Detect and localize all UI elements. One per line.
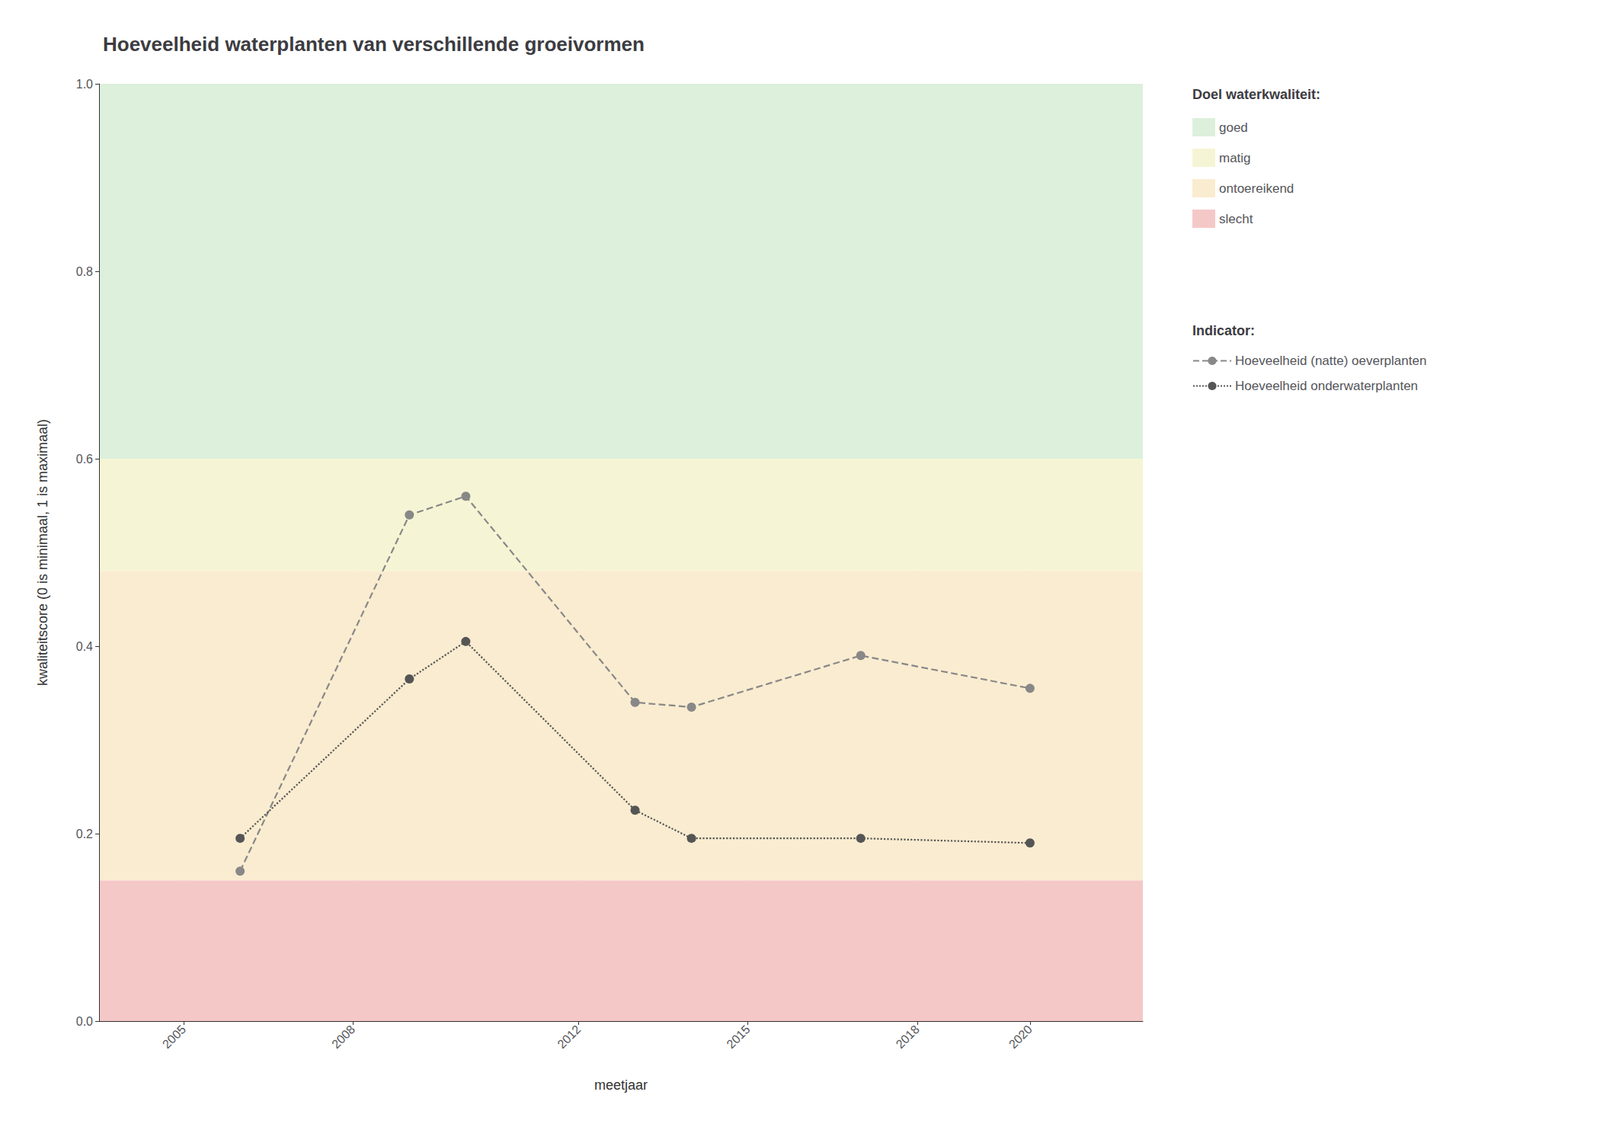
svg-text:meetjaar: meetjaar <box>594 1077 648 1093</box>
svg-text:2012: 2012 <box>554 1022 583 1051</box>
svg-text:2015: 2015 <box>723 1022 752 1051</box>
svg-text:2018: 2018 <box>893 1022 922 1051</box>
svg-text:matig: matig <box>1219 150 1252 166</box>
svg-text:Hoeveelheid (natte) oeverplant: Hoeveelheid (natte) oeverplanten <box>1235 353 1427 368</box>
svg-text:1.0: 1.0 <box>76 77 93 91</box>
svg-text:0.4: 0.4 <box>76 640 93 653</box>
svg-text:ontoereikend: ontoereikend <box>1219 181 1294 196</box>
svg-text:2005: 2005 <box>160 1022 189 1051</box>
svg-text:0.0: 0.0 <box>76 1014 93 1028</box>
svg-text:Hoeveelheid waterplanten van v: Hoeveelheid waterplanten van verschillen… <box>102 32 645 56</box>
svg-text:slecht: slecht <box>1219 211 1254 227</box>
svg-text:2008: 2008 <box>329 1022 358 1051</box>
svg-text:0.2: 0.2 <box>76 827 93 841</box>
svg-text:0.6: 0.6 <box>76 452 93 466</box>
svg-text:kwaliteitscore (0 is minimaal,: kwaliteitscore (0 is minimaal, 1 is maxi… <box>35 419 51 686</box>
svg-text:0.8: 0.8 <box>76 265 93 279</box>
svg-text:goed: goed <box>1219 120 1248 135</box>
svg-text:Indicator:: Indicator: <box>1192 323 1255 339</box>
svg-text:Doel waterkwaliteit:: Doel waterkwaliteit: <box>1192 86 1321 103</box>
svg-text:2020: 2020 <box>1006 1022 1035 1051</box>
svg-text:Hoeveelheid onderwaterplanten: Hoeveelheid onderwaterplanten <box>1235 378 1418 394</box>
